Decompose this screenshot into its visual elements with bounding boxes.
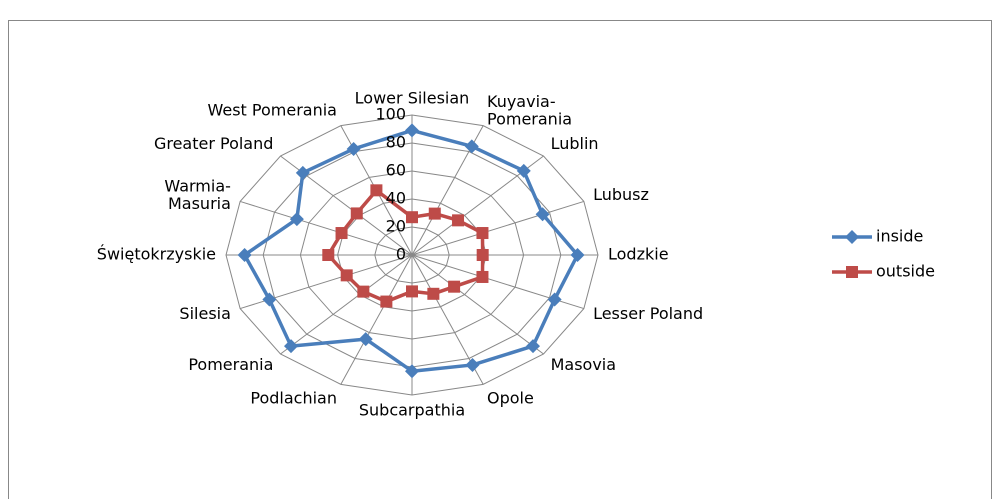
legend-marker <box>846 266 858 278</box>
spoke <box>340 254 413 385</box>
point-marker <box>547 292 562 307</box>
category-label: Subcarpathia <box>359 401 465 420</box>
category-label: Kuyavia-Pomerania <box>487 92 572 129</box>
point-marker <box>476 270 489 283</box>
legend-label: outside <box>876 262 935 281</box>
point-marker <box>535 207 550 222</box>
category-label: Masovia <box>551 355 616 374</box>
point-marker <box>526 339 541 354</box>
category-label: Pomerania <box>188 355 273 374</box>
point-marker <box>295 165 310 180</box>
point-marker <box>448 280 461 293</box>
spoke <box>280 254 413 355</box>
category-label: Silesia <box>179 304 230 323</box>
point-marker <box>289 212 304 227</box>
chart-frame <box>8 20 992 499</box>
point-marker <box>380 295 393 308</box>
grid-ring <box>225 114 599 396</box>
point-marker <box>428 207 441 220</box>
point-marker <box>346 141 361 156</box>
point-marker <box>452 214 465 227</box>
point-marker <box>237 248 252 262</box>
category-label: Podlachian <box>250 389 337 408</box>
r-tick-label: 20 <box>386 217 406 236</box>
plot <box>237 123 585 379</box>
point-marker <box>335 227 348 240</box>
legend-label: inside <box>876 227 923 246</box>
grid-ring <box>299 170 525 340</box>
point-marker <box>516 163 531 178</box>
r-tick-label: 40 <box>386 189 406 208</box>
spoke <box>240 200 413 256</box>
r-tick-label: 100 <box>375 105 406 124</box>
category-label: West Pomerania <box>207 100 337 119</box>
point-marker <box>476 227 489 240</box>
point-marker <box>405 123 419 138</box>
point-marker <box>406 211 418 224</box>
point-marker <box>427 287 440 300</box>
category-label: Lodzkie <box>608 245 669 264</box>
r-tick-label: 0 <box>396 245 406 264</box>
point-marker <box>340 269 353 282</box>
point-marker <box>357 285 370 298</box>
point-marker <box>322 249 335 261</box>
category-label: Lubusz <box>593 185 649 204</box>
point-marker <box>570 248 585 262</box>
point-marker <box>283 339 298 354</box>
r-tick-label: 80 <box>386 133 406 152</box>
point-marker <box>464 139 479 154</box>
category-label: Warmia-Masuria <box>164 176 231 213</box>
category-label: Opole <box>487 389 534 408</box>
spoke <box>411 254 544 355</box>
point-marker <box>262 292 277 307</box>
grid-ring <box>374 226 450 284</box>
category-label: Lower Silesian <box>355 89 470 108</box>
point-marker <box>350 207 363 220</box>
legend-marker <box>845 230 859 244</box>
category-label: Lesser Poland <box>593 304 703 323</box>
point-marker <box>370 184 383 197</box>
category-label: Świętokrzyskie <box>97 245 216 264</box>
category-label: Greater Poland <box>154 134 273 153</box>
point-marker <box>405 364 419 379</box>
point-marker <box>465 357 480 372</box>
point-marker <box>406 285 418 298</box>
grid <box>225 114 599 396</box>
spoke <box>411 200 584 256</box>
r-tick-label: 60 <box>386 161 406 180</box>
category-label: Lublin <box>551 134 599 153</box>
point-marker <box>476 249 489 261</box>
point-marker <box>358 332 373 347</box>
